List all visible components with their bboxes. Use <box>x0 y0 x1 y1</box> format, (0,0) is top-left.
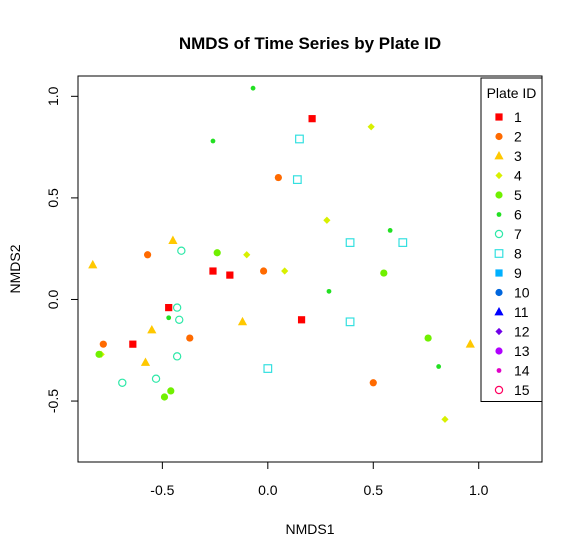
legend-marker-9 <box>495 269 503 277</box>
legend-marker-10 <box>495 288 503 297</box>
legend-marker-11 <box>494 307 504 316</box>
legend-label-13: 13 <box>514 343 530 359</box>
data-point-plate-2 <box>144 251 152 259</box>
data-point-plate-7 <box>118 378 127 387</box>
data-point-plate-5 <box>424 334 432 342</box>
legend-marker-2 <box>495 132 503 141</box>
legend-label-11: 11 <box>514 304 529 320</box>
legend-label-1: 1 <box>514 109 522 125</box>
legend-label-10: 10 <box>514 285 530 301</box>
legend-label-2: 2 <box>514 129 522 145</box>
data-point-plate-8 <box>295 134 304 144</box>
data-point-plate-7 <box>172 352 182 361</box>
legend-marker-1 <box>495 113 503 121</box>
legend-marker-8 <box>494 249 504 258</box>
x-tick-label: 1.0 <box>469 482 489 498</box>
data-point-plate-4 <box>323 216 331 224</box>
data-point-plate-3 <box>88 259 98 269</box>
data-point-plate-5 <box>167 387 175 395</box>
y-axis: -0.5 0.0 0.5 1.0 <box>45 86 79 413</box>
x-tick-label: 0.5 <box>364 482 384 498</box>
y-tick-label: 0.0 <box>45 290 61 310</box>
legend-label-3: 3 <box>514 148 522 164</box>
legend-label-12: 12 <box>514 324 530 340</box>
legend-label-14: 14 <box>514 363 530 379</box>
data-point-plate-7 <box>175 315 184 324</box>
legend-marker-7 <box>494 229 504 239</box>
data-point-plate-1 <box>165 304 173 312</box>
y-tick-label: -0.5 <box>45 389 61 413</box>
legend-marker-5 <box>495 191 503 199</box>
legend-marker-3 <box>494 151 504 160</box>
legend-label-4: 4 <box>514 168 522 184</box>
y-tick-label: 0.5 <box>45 188 61 208</box>
data-point-plate-1 <box>308 115 316 123</box>
data-point-plate-1 <box>226 271 234 279</box>
x-axis: -0.5 0.0 0.5 1.0 <box>150 461 489 498</box>
legend-marker-13 <box>495 347 503 355</box>
data-point-plate-5 <box>213 249 221 257</box>
x-tick-label: -0.5 <box>150 482 174 498</box>
data-point-plate-5 <box>160 393 169 401</box>
data-point-plate-6 <box>166 315 172 321</box>
data-point-plate-5 <box>380 269 388 277</box>
x-tick-label: 0.0 <box>258 482 278 498</box>
legend-label-15: 15 <box>514 382 530 398</box>
legend-label-5: 5 <box>514 187 522 203</box>
data-point-plate-8 <box>398 238 408 247</box>
data-point-plate-3 <box>147 324 157 334</box>
data-point-plate-6 <box>250 85 256 91</box>
data-point-plate-3 <box>237 316 248 326</box>
y-axis-label: NMDS2 <box>7 244 23 293</box>
data-point-plate-8 <box>292 175 302 185</box>
data-point-plate-4 <box>441 415 449 423</box>
data-point-plate-6 <box>387 228 393 233</box>
data-point-plate-2 <box>99 340 107 348</box>
data-point-plate-3 <box>465 339 475 348</box>
legend-label-9: 9 <box>514 265 522 281</box>
legend-label-8: 8 <box>514 246 522 262</box>
data-point-plate-2 <box>186 334 194 342</box>
plot-frame <box>77 75 543 463</box>
y-tick-label: 1.0 <box>45 86 61 106</box>
data-point-plate-6 <box>436 364 442 369</box>
data-point-plate-7 <box>172 303 182 312</box>
legend-marker-14 <box>496 368 502 373</box>
data-point-plate-6 <box>210 138 216 144</box>
chart-title: NMDS of Time Series by Plate ID <box>179 34 441 53</box>
data-point-plate-7 <box>177 246 186 255</box>
data-point-plate-4 <box>243 251 251 259</box>
legend-label-6: 6 <box>514 207 522 223</box>
data-point-plate-8 <box>345 238 355 247</box>
data-point-plate-3 <box>168 235 178 244</box>
data-points <box>88 85 475 423</box>
legend-box <box>480 77 543 402</box>
legend-title: Plate ID <box>487 85 537 101</box>
data-point-plate-8 <box>263 364 273 373</box>
data-point-plate-3 <box>140 357 151 366</box>
legend-marker-15 <box>494 385 504 395</box>
x-axis-label: NMDS1 <box>285 521 334 537</box>
legend-marker-12 <box>495 327 503 336</box>
data-point-plate-7 <box>151 374 161 383</box>
data-point-plate-4 <box>281 267 289 275</box>
data-point-plate-2 <box>369 379 377 387</box>
legend-marker-4 <box>495 171 503 180</box>
data-point-plate-4 <box>367 123 375 131</box>
legend-marker-6 <box>496 212 502 217</box>
data-point-plate-2 <box>260 267 268 275</box>
data-point-plate-1 <box>209 267 217 275</box>
data-point-plate-5 <box>95 350 103 358</box>
legend-label-7: 7 <box>514 226 522 242</box>
data-point-plate-8 <box>345 317 355 327</box>
data-point-plate-6 <box>326 288 332 294</box>
data-point-plate-2 <box>274 173 282 182</box>
data-point-plate-1 <box>297 316 306 324</box>
data-point-plate-1 <box>129 340 137 348</box>
